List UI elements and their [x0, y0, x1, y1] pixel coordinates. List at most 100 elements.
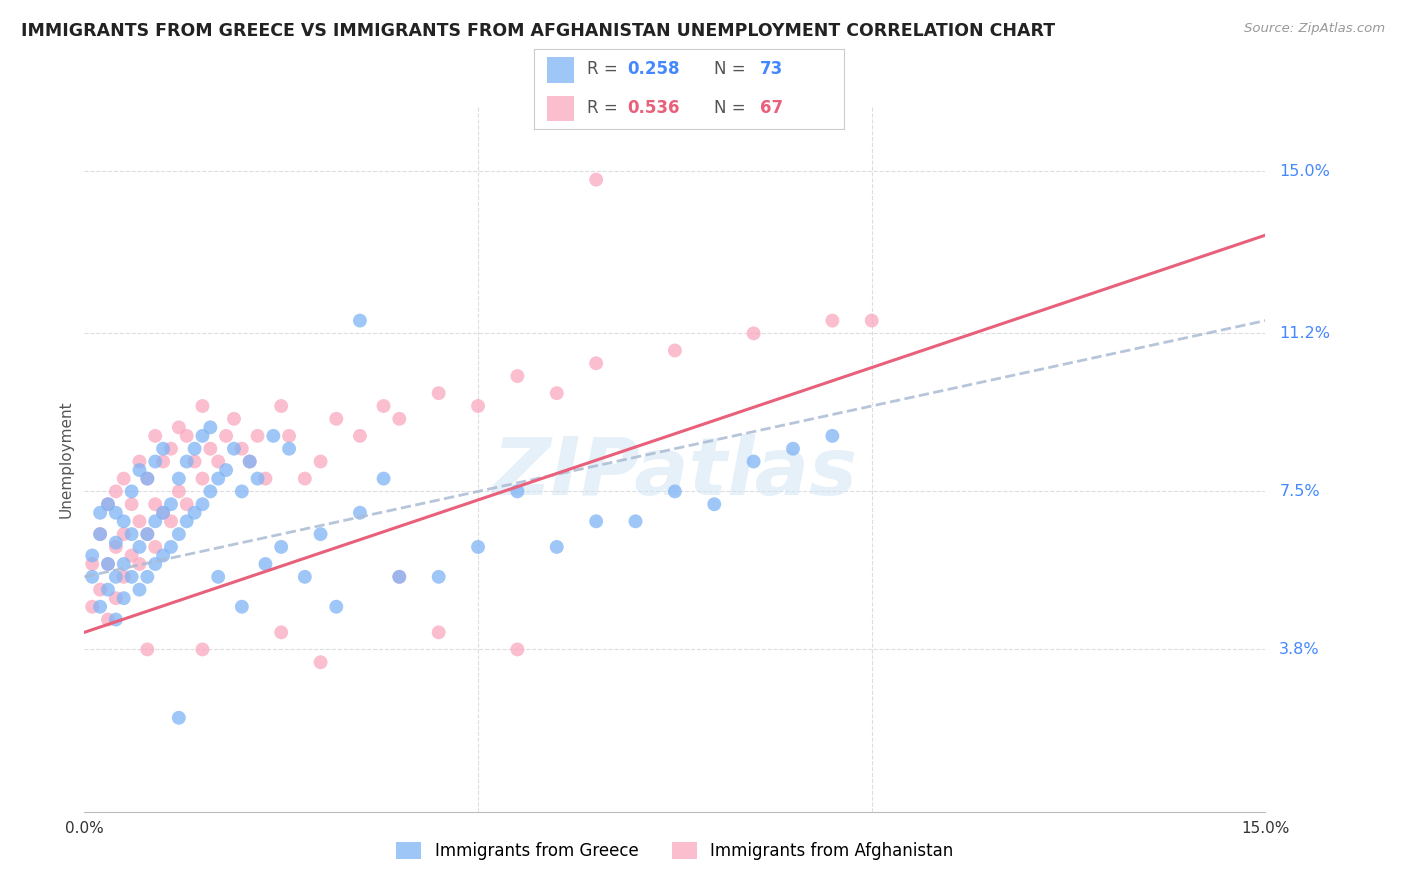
Point: [191, 642, 214, 657]
Point: [200, 484, 222, 499]
Point: [191, 472, 214, 486]
Point: [239, 454, 262, 468]
Point: [152, 549, 174, 563]
Point: [82, 570, 104, 584]
Point: [121, 497, 143, 511]
FancyBboxPatch shape: [547, 95, 575, 121]
Point: [112, 557, 135, 571]
Point: [136, 527, 159, 541]
Point: [136, 527, 159, 541]
Point: [254, 557, 277, 571]
Point: [742, 326, 765, 341]
Point: [246, 472, 269, 486]
Point: [167, 420, 190, 434]
Point: [427, 570, 450, 584]
Point: [167, 711, 190, 725]
Point: [349, 429, 371, 443]
Point: [143, 540, 166, 554]
Point: [89, 527, 111, 541]
Point: [270, 540, 292, 554]
Point: [506, 484, 529, 499]
Y-axis label: Unemployment: Unemployment: [58, 401, 73, 518]
Point: [222, 412, 245, 426]
Point: [128, 557, 150, 571]
Point: [104, 506, 127, 520]
Point: [128, 514, 150, 528]
Point: [104, 484, 127, 499]
Text: Source: ZipAtlas.com: Source: ZipAtlas.com: [1244, 22, 1385, 36]
Point: [143, 514, 166, 528]
Text: 0.258: 0.258: [627, 60, 679, 78]
Point: [703, 497, 725, 511]
Point: [89, 582, 111, 597]
Point: [183, 442, 205, 456]
Point: [664, 343, 686, 358]
Point: [176, 454, 198, 468]
Point: [664, 484, 686, 499]
Point: [152, 506, 174, 520]
Point: [152, 454, 174, 468]
Point: [89, 599, 111, 614]
Text: 15.0%: 15.0%: [1279, 163, 1330, 178]
Point: [207, 570, 229, 584]
Point: [585, 514, 607, 528]
Point: [143, 497, 166, 511]
Point: [231, 442, 253, 456]
Point: [388, 412, 411, 426]
Text: R =: R =: [586, 99, 623, 117]
Text: ZIPatlas: ZIPatlas: [492, 434, 858, 513]
Point: [207, 472, 229, 486]
Point: [121, 570, 143, 584]
Point: [821, 313, 844, 327]
Point: [254, 472, 277, 486]
Point: [270, 399, 292, 413]
Point: [309, 527, 332, 541]
Point: [200, 420, 222, 434]
Point: [121, 527, 143, 541]
Point: [388, 570, 411, 584]
Point: [97, 497, 120, 511]
Point: [742, 454, 765, 468]
Point: [112, 591, 135, 606]
Point: [176, 514, 198, 528]
Point: [200, 442, 222, 456]
Point: [325, 599, 347, 614]
Point: [294, 570, 316, 584]
Point: [136, 472, 159, 486]
Point: [104, 591, 127, 606]
Point: [128, 582, 150, 597]
Point: [82, 599, 104, 614]
Point: [104, 535, 127, 549]
Point: [112, 527, 135, 541]
FancyBboxPatch shape: [547, 57, 575, 83]
Legend: Immigrants from Greece, Immigrants from Afghanistan: Immigrants from Greece, Immigrants from …: [389, 835, 960, 867]
Point: [246, 429, 269, 443]
Point: [136, 472, 159, 486]
Point: [97, 613, 120, 627]
Point: [152, 442, 174, 456]
Point: [104, 540, 127, 554]
Point: [121, 484, 143, 499]
Text: R =: R =: [586, 60, 623, 78]
Point: [231, 484, 253, 499]
Point: [160, 514, 183, 528]
Point: [278, 429, 301, 443]
Point: [585, 356, 607, 370]
Point: [506, 369, 529, 384]
Point: [506, 642, 529, 657]
Point: [143, 429, 166, 443]
Point: [97, 557, 120, 571]
Point: [121, 549, 143, 563]
Point: [294, 472, 316, 486]
Point: [546, 540, 568, 554]
Point: [222, 442, 245, 456]
Text: 3.8%: 3.8%: [1279, 642, 1320, 657]
Point: [89, 527, 111, 541]
Point: [467, 399, 489, 413]
Point: [388, 570, 411, 584]
Point: [160, 540, 183, 554]
Point: [82, 557, 104, 571]
Text: IMMIGRANTS FROM GREECE VS IMMIGRANTS FROM AFGHANISTAN UNEMPLOYMENT CORRELATION C: IMMIGRANTS FROM GREECE VS IMMIGRANTS FRO…: [21, 22, 1056, 40]
Point: [152, 506, 174, 520]
Point: [231, 599, 253, 614]
